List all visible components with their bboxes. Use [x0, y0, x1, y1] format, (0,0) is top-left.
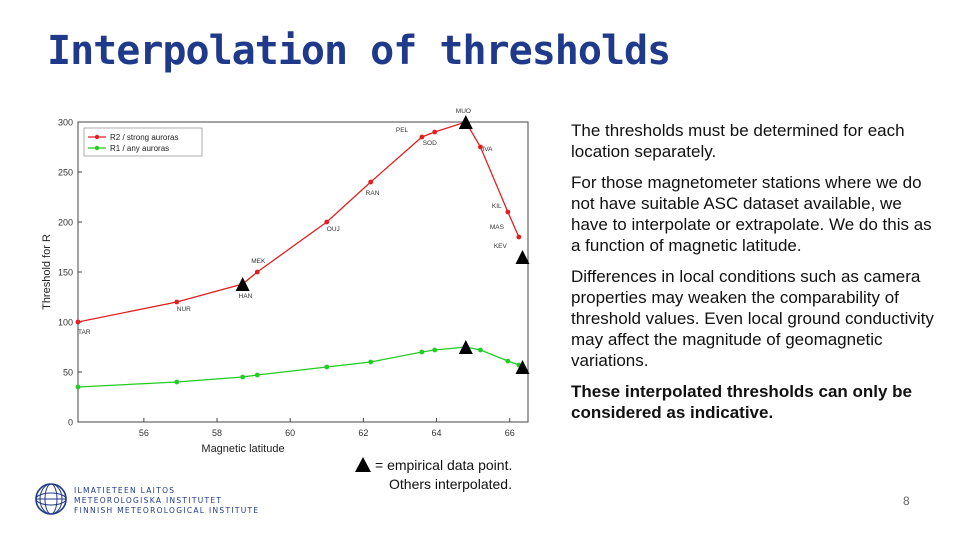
station-label: RAN [366, 190, 380, 197]
logo-line-3: FINNISH METEOROLOGICAL INSTITUTE [74, 506, 260, 515]
x-axis-label: Magnetic latitude [201, 443, 284, 455]
series-1-point [432, 129, 438, 135]
series-2-point [324, 364, 330, 370]
plot-frame [77, 121, 529, 423]
legend-entry: R2 / strong auroras [110, 133, 178, 142]
series-2-point [505, 358, 511, 364]
station-label: KIL [492, 203, 502, 210]
x-tick-label: 66 [505, 428, 515, 438]
series-1-point [505, 209, 511, 215]
empirical-note-line1: = empirical data point. [375, 457, 513, 473]
series-2-point [478, 347, 483, 353]
series-2-point [174, 379, 180, 385]
x-tick-label: 58 [212, 428, 222, 438]
bullet-bold: These interpolated thresholds can only b… [571, 382, 913, 422]
empirical-triangle [515, 250, 530, 264]
bullet-3: Differences in local conditions such as … [571, 267, 934, 370]
station-label: SOD [423, 140, 437, 147]
series-2-point [240, 374, 246, 380]
series-1-point [516, 234, 522, 240]
logo-line-1: ILMATIETEEN LAITOS [74, 486, 176, 495]
series-2-point [419, 349, 425, 355]
series-2-point [368, 359, 374, 365]
y-tick-label: 100 [58, 318, 73, 328]
station-label: NUR [177, 306, 191, 313]
y-tick-label: 0 [68, 418, 73, 428]
series-1-point [75, 319, 81, 325]
logo-text: ILMATIETEEN LAITOS METEOROLOGISKA INSTIT… [74, 486, 259, 516]
y-tick-label: 200 [58, 218, 73, 228]
series-2-point [432, 347, 438, 353]
logo-line-2: METEOROLOGISKA INSTITUTET [74, 496, 223, 505]
empirical-triangle [235, 277, 250, 291]
series-1-point [174, 299, 180, 305]
series-line-1 [77, 121, 520, 323]
series-1-point [478, 144, 483, 150]
threshold-chart: 0 50 100 150 200 250 300 56 58 60 62 64 66 Magnetic l… [41, 108, 530, 455]
empirical-note-line2: Others interpolated. [389, 476, 512, 492]
series-2-point [75, 384, 81, 390]
station-label: MUO [456, 108, 471, 115]
bullet-list: The thresholds must be determined for ea… [571, 120, 943, 433]
empirical-note: = empirical data point. Others interpola… [355, 456, 512, 494]
x-tick-label: 56 [139, 428, 149, 438]
series-1-point [324, 219, 330, 225]
y-tick-label: 150 [58, 268, 73, 278]
y-tick-label: 300 [58, 118, 73, 128]
series-1-point [419, 134, 425, 140]
triangle-icon [355, 457, 371, 472]
series-2-point [254, 372, 260, 378]
series-1-point [254, 269, 260, 275]
series-line-2 [77, 346, 520, 388]
bullet-1: The thresholds must be determined for ea… [571, 121, 905, 161]
legend-marker [94, 145, 100, 151]
legend-box [83, 127, 203, 157]
empirical-triangle [458, 115, 473, 129]
station-label: TAR [78, 329, 91, 336]
slide-title: Interpolation of thresholds [47, 28, 671, 74]
y-tick-label: 250 [58, 168, 73, 178]
series-1-point [368, 179, 374, 185]
legend-marker [94, 134, 100, 140]
empirical-triangle [515, 360, 530, 374]
station-label: KEV [494, 243, 508, 250]
station-label: MAS [490, 224, 505, 231]
station-label: PEL [396, 127, 409, 134]
x-tick-label: 62 [358, 428, 368, 438]
station-label: MEK [251, 258, 266, 265]
bullet-2: For those magnetometer stations where we… [571, 173, 932, 255]
y-axis-label: Threshold for R [41, 234, 53, 310]
station-label: HAN [239, 293, 253, 300]
x-tick-label: 60 [285, 428, 295, 438]
x-tick-label: 64 [432, 428, 442, 438]
fmi-logo-icon [35, 483, 67, 515]
empirical-triangle [458, 340, 473, 354]
page-number: 8 [903, 494, 910, 508]
legend-entry: R1 / any auroras [110, 144, 169, 153]
y-tick-label: 50 [63, 368, 73, 378]
station-label: IVA [482, 146, 493, 153]
station-label: OUJ [327, 226, 340, 233]
